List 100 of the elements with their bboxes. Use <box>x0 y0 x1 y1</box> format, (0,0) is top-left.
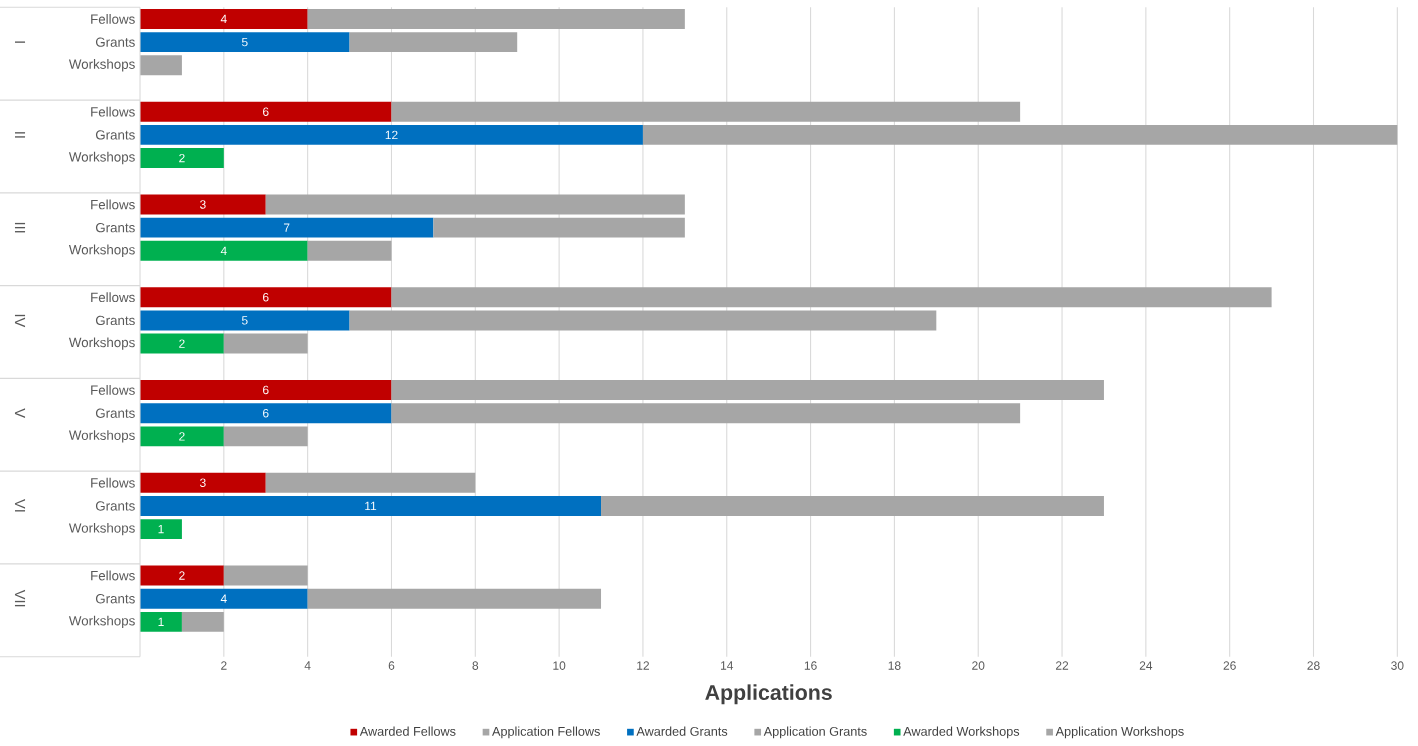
x-tick-label: 2 <box>221 661 227 670</box>
bar <box>140 217 434 238</box>
bar <box>140 32 350 53</box>
y-tick-label: Workshops <box>68 522 135 536</box>
bar <box>140 519 182 540</box>
bar <box>140 495 602 516</box>
bar <box>140 8 308 29</box>
data-label: 3 <box>200 478 206 487</box>
bar <box>223 565 308 586</box>
data-label: 12 <box>385 130 398 140</box>
legend-label: Awarded Grants <box>636 726 728 736</box>
y-tick-label: Fellows <box>91 199 135 210</box>
data-label: 1 <box>158 524 164 534</box>
x-tick-label: 18 <box>888 661 901 670</box>
y-tick-label: Grants <box>95 408 135 418</box>
y-tick-label: Fellows <box>91 106 135 117</box>
bar <box>140 565 224 586</box>
bar <box>265 194 685 215</box>
x-tick-label: 24 <box>1139 661 1153 670</box>
bar <box>140 472 266 493</box>
x-tick-label: 20 <box>972 661 985 670</box>
y-tick-label: Fellows <box>91 14 135 24</box>
bar <box>307 240 392 261</box>
bar <box>307 588 602 609</box>
x-tick-label: 12 <box>637 661 649 670</box>
legend-label: Awarded Workshops <box>903 726 1020 739</box>
bar <box>140 333 224 354</box>
bar <box>140 55 182 76</box>
x-axis-title: Applications <box>705 684 832 705</box>
x-tick-label: 10 <box>553 661 566 670</box>
legend-label: Application Fellows <box>492 726 600 739</box>
bar <box>265 472 476 493</box>
bar <box>140 101 392 122</box>
legend-label: Application Workshops <box>1055 726 1184 739</box>
data-label: 11 <box>365 501 377 511</box>
y-tick-label: Workshops <box>68 615 135 629</box>
data-label: 5 <box>241 37 248 47</box>
data-label: 4 <box>220 594 227 603</box>
bar <box>140 124 643 145</box>
bar <box>181 611 224 632</box>
x-tick-label: 14 <box>721 661 734 670</box>
text: VII <box>14 589 26 607</box>
y-tick-label: Grants <box>95 130 135 140</box>
data-label: 2 <box>179 432 185 441</box>
y-tick-label: Fellows <box>91 385 135 395</box>
y-tick-label: Fellows <box>91 570 135 581</box>
bar <box>349 310 937 331</box>
bar <box>223 426 308 447</box>
text: V <box>14 408 26 418</box>
bar <box>642 124 1398 145</box>
x-tick-label: 26 <box>1223 661 1236 670</box>
x-tick-label: 6 <box>388 661 395 670</box>
bar <box>140 310 350 331</box>
data-label: 6 <box>263 408 269 418</box>
text: III <box>14 222 26 233</box>
bar <box>140 426 224 447</box>
data-label: 7 <box>283 223 290 232</box>
bar <box>140 588 308 609</box>
y-tick-label: Workshops <box>68 430 135 443</box>
y-tick-label: Workshops <box>68 337 135 350</box>
data-label: 2 <box>179 339 185 348</box>
bar <box>601 495 1104 516</box>
data-label: 4 <box>220 246 227 255</box>
text: IV <box>14 314 26 328</box>
bar <box>391 380 1104 400</box>
data-label: 4 <box>220 14 227 24</box>
bar <box>391 287 1272 308</box>
y-tick-label: Grants <box>95 593 135 604</box>
bar <box>140 240 308 261</box>
legend-label: Awarded Fellows <box>359 726 456 736</box>
y-tick-label: Workshops <box>68 151 135 165</box>
data-label: 1 <box>158 617 164 626</box>
data-label: 6 <box>263 292 269 302</box>
text: VI <box>14 499 26 512</box>
bar <box>140 194 266 215</box>
bar <box>391 101 1021 122</box>
y-tick-label: Workshops <box>68 244 135 258</box>
bar <box>140 287 392 308</box>
bar <box>223 333 308 354</box>
x-tick-label: 4 <box>304 661 311 670</box>
y-tick-label: Grants <box>95 315 135 326</box>
data-label: 5 <box>241 316 248 325</box>
data-label: 6 <box>263 107 269 116</box>
y-tick-label: Grants <box>95 37 135 47</box>
x-tick-label: 28 <box>1307 661 1320 670</box>
x-tick-label: 16 <box>804 661 817 670</box>
bar <box>140 611 182 632</box>
data-label: 2 <box>179 153 185 163</box>
data-label: 6 <box>263 385 269 395</box>
data-label: 2 <box>179 571 185 580</box>
y-tick-label: Workshops <box>68 59 135 72</box>
x-tick-label: 22 <box>1055 661 1069 670</box>
y-tick-label: Fellows <box>91 477 135 488</box>
legend-label: Application Grants <box>763 726 867 739</box>
bar <box>307 8 685 29</box>
bar <box>433 217 685 238</box>
y-tick-label: Grants <box>95 501 135 511</box>
y-tick-label: Fellows <box>91 292 135 303</box>
y-tick-label: Grants <box>95 222 135 233</box>
x-tick-label: 8 <box>472 661 479 670</box>
